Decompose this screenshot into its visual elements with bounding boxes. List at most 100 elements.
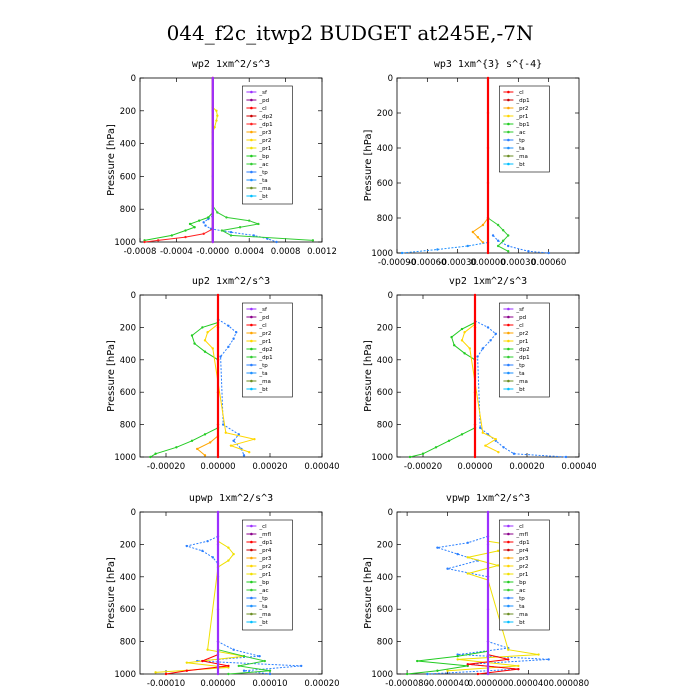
- legend-marker: [507, 331, 510, 335]
- series-point: [175, 446, 178, 449]
- series-point: [216, 326, 220, 329]
- series-point: [263, 659, 266, 663]
- y-tick-label: 400: [120, 356, 136, 366]
- legend-label: _pr3: [515, 556, 529, 562]
- series-line-dp2: [409, 322, 476, 458]
- series-point: [211, 109, 214, 113]
- series-point: [564, 455, 568, 459]
- series-point: [453, 344, 456, 347]
- series-point: [436, 669, 439, 672]
- series-point: [229, 444, 233, 447]
- series-point: [486, 146, 490, 150]
- series-line-tp: [492, 235, 549, 254]
- series-point: [184, 235, 187, 239]
- legend-label: _ac: [515, 588, 525, 594]
- series-point: [507, 648, 510, 651]
- series-point: [460, 433, 464, 436]
- series-point: [486, 510, 490, 514]
- series-point: [456, 552, 459, 556]
- series-point: [408, 455, 412, 459]
- legend-marker: [250, 580, 253, 584]
- series-point: [473, 326, 477, 329]
- y-tick-label: 0: [131, 291, 136, 301]
- y-tick-label: 1000: [371, 249, 393, 259]
- x-tick-label: -0.00020: [404, 462, 442, 472]
- series-point: [232, 439, 235, 442]
- y-tick-label: 800: [120, 205, 136, 215]
- legend-marker: [507, 347, 510, 351]
- y-tick-label: 200: [120, 323, 136, 333]
- legend-marker: [507, 540, 510, 544]
- series-point: [496, 549, 500, 553]
- legend-label: _pr1: [515, 572, 528, 578]
- chart-panel-1: wp2 1xm^2/s^3 Pressure [hPa] 0 200 400 600 800…: [106, 59, 337, 257]
- legend-label: _pr3: [258, 130, 272, 136]
- legend-marker: [250, 379, 253, 383]
- x-tick-label: -0.00090: [378, 258, 416, 268]
- series-point: [215, 109, 218, 113]
- chart-panel-6: vpwp 1xm^2/s^3 Pressure [hPa] 0 200 400 600 80…: [363, 493, 589, 689]
- series-point: [201, 549, 204, 553]
- series-point: [507, 658, 510, 661]
- legend-label: _bt: [258, 194, 268, 200]
- x-tick-label: 0.0004: [234, 247, 264, 257]
- series-point: [486, 251, 490, 255]
- series-point: [486, 76, 490, 80]
- y-tick-label: 800: [377, 638, 393, 648]
- legend-label: _cl: [258, 106, 267, 112]
- series-point: [207, 216, 210, 219]
- legend-marker: [507, 556, 510, 560]
- legend-marker: [250, 524, 253, 528]
- series-point: [494, 437, 497, 441]
- series-point: [248, 450, 251, 454]
- y-tick-label: 200: [377, 540, 393, 550]
- series-line-pr1: [204, 323, 255, 453]
- legend-marker: [507, 572, 510, 576]
- series-point: [202, 232, 205, 235]
- legend-label: _pr2: [258, 331, 271, 337]
- series-line-pr1: [461, 323, 499, 453]
- series-point: [237, 433, 240, 436]
- y-tick-label: 600: [120, 388, 136, 398]
- series-point: [426, 672, 429, 676]
- series-line-ta: [402, 242, 489, 254]
- legend-label: _cl: [258, 524, 267, 530]
- legend-marker: [250, 98, 253, 102]
- y-tick-label: 1000: [114, 238, 136, 248]
- legend-marker: [507, 355, 510, 359]
- y-tick-label: 400: [120, 573, 136, 583]
- series-point: [216, 510, 220, 514]
- legend-marker: [250, 612, 253, 616]
- series-point: [157, 239, 160, 242]
- legend-marker: [507, 620, 510, 624]
- legend-marker: [250, 178, 253, 182]
- series-point: [456, 654, 459, 658]
- series-line-pr1: [155, 540, 245, 673]
- legend-marker: [507, 580, 510, 584]
- legend-marker: [250, 371, 253, 375]
- legend-label: _cl: [515, 323, 524, 329]
- x-tick-label: -0.000080: [385, 679, 429, 689]
- series-point: [227, 559, 230, 562]
- series-point: [216, 575, 220, 578]
- legend-marker: [507, 138, 510, 142]
- series-point: [421, 452, 425, 455]
- legend-marker: [250, 122, 253, 126]
- legend-marker: [250, 363, 253, 367]
- x-tick-label: -0.00020: [147, 462, 185, 472]
- series-point: [206, 331, 209, 334]
- series-point: [473, 423, 477, 426]
- y-tick-label: 200: [377, 323, 393, 333]
- legend-marker: [507, 146, 510, 150]
- legend-marker: [250, 596, 253, 600]
- legend-marker: [250, 548, 253, 552]
- chart-panel-4: vp2 1xm^2/s^3 Pressure [hPa] 0 200 400 600 800…: [363, 276, 597, 472]
- y-tick-label: 600: [377, 179, 393, 189]
- legend-label: _ta: [258, 178, 267, 184]
- legend-label: _dp1: [515, 540, 529, 546]
- series-point: [468, 347, 471, 350]
- legend-marker: [250, 540, 253, 544]
- legend-label: _ma: [515, 379, 527, 385]
- series-point: [190, 439, 194, 442]
- series-point: [460, 339, 464, 342]
